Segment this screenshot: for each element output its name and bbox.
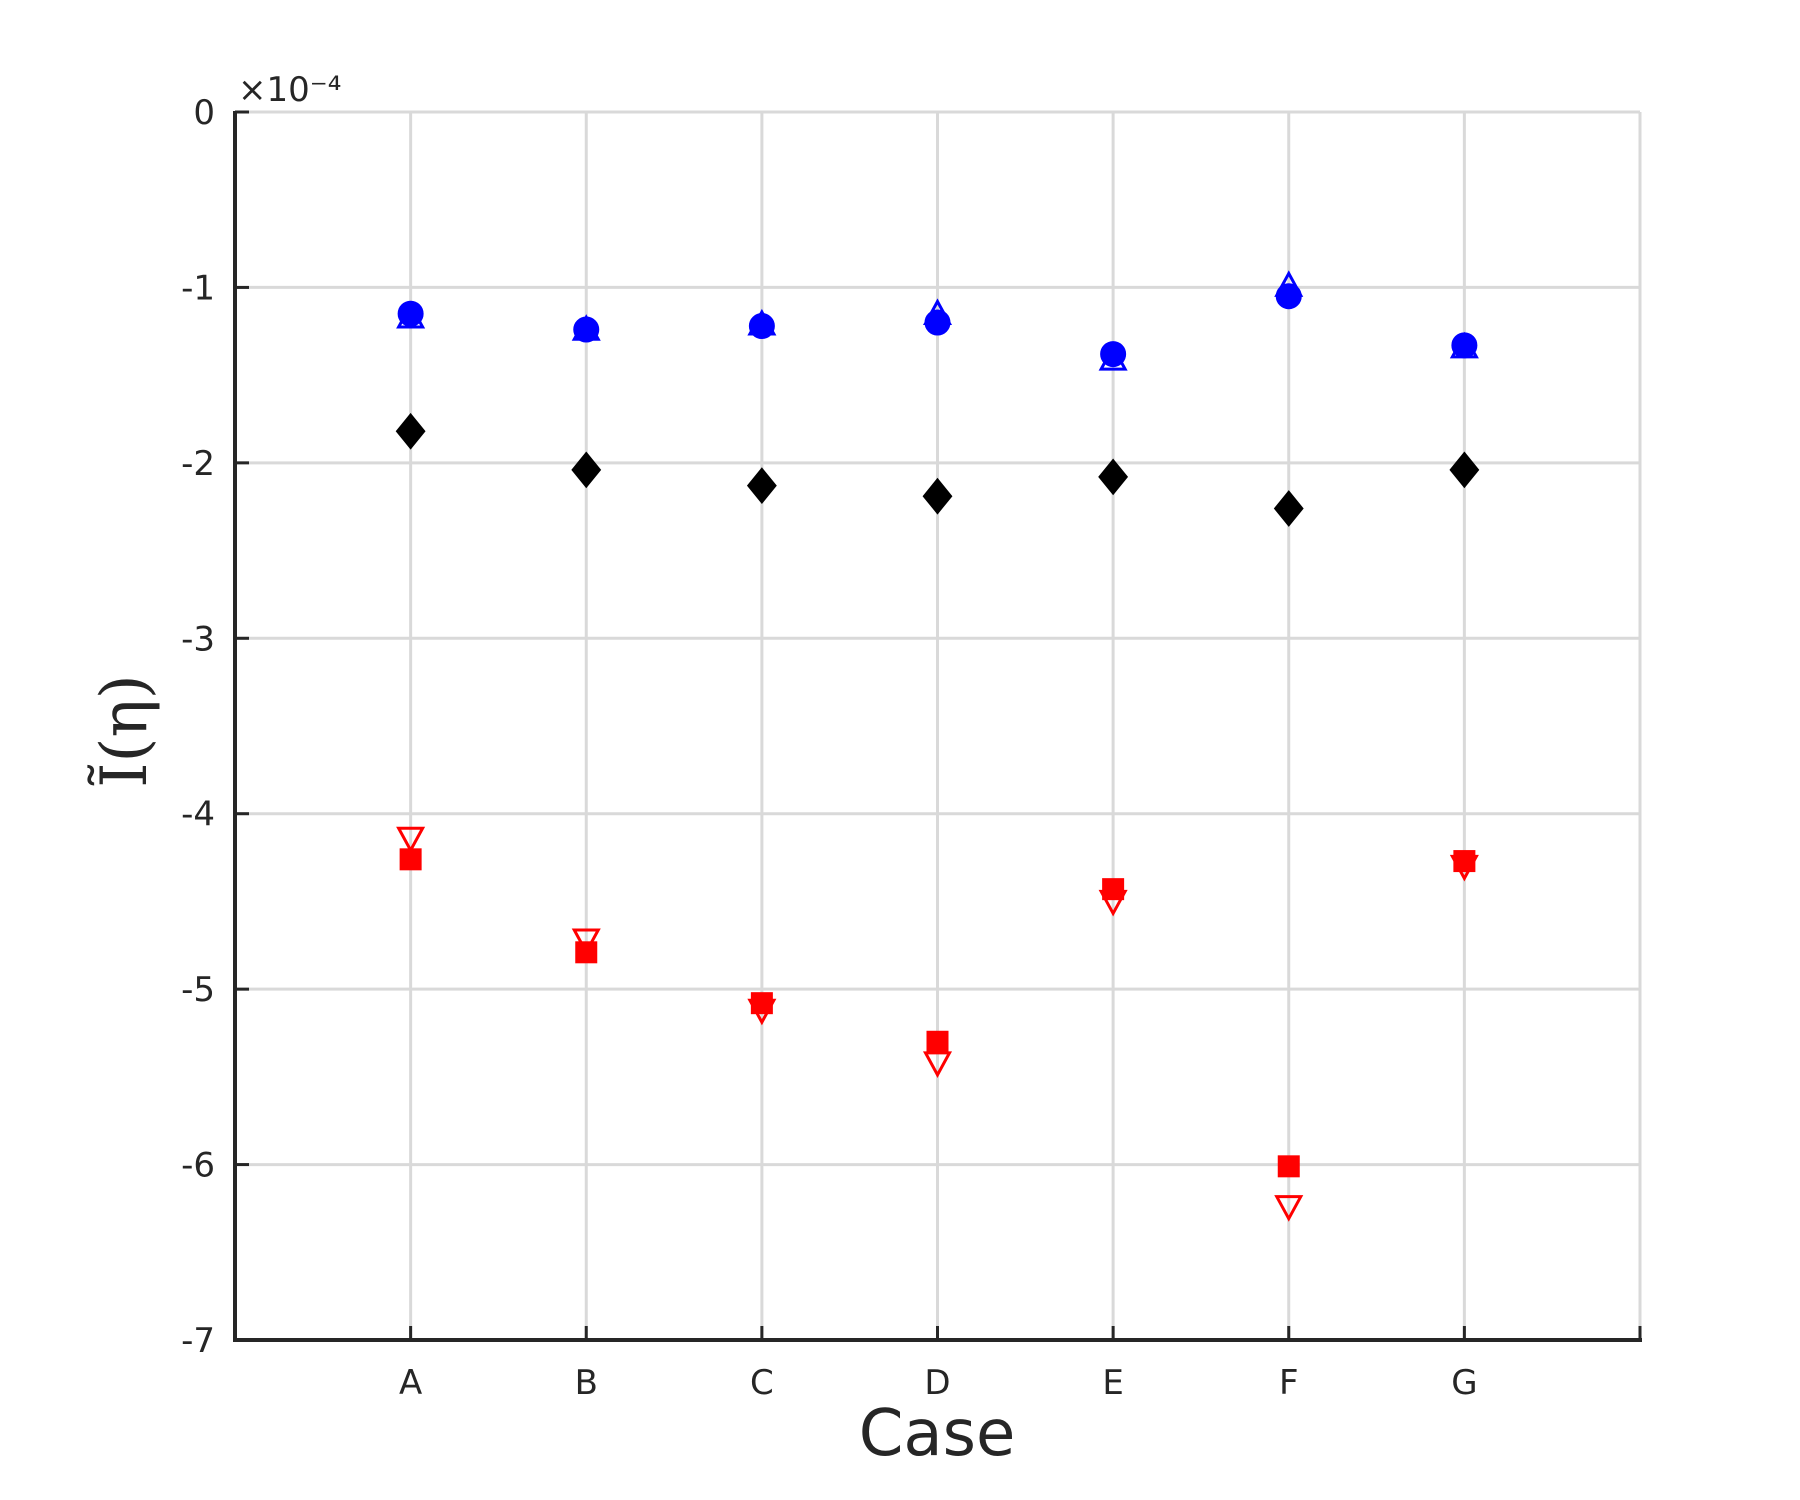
data-point-triangle-up xyxy=(1274,270,1304,297)
data-point-triangle-up xyxy=(1098,343,1128,371)
y-tick-labels: 0 -1 -2 -3 -4 -5 -6 -7 xyxy=(181,93,215,1361)
data-point-triangle-up xyxy=(571,314,601,341)
x-tick-label: C xyxy=(750,1363,774,1403)
y-tick-label: -5 xyxy=(181,970,215,1010)
y-axis-label: Ĩ(η) xyxy=(87,674,162,788)
y-tick-label: -1 xyxy=(181,268,215,308)
data-point-diamond xyxy=(1449,451,1480,489)
data-point-diamond xyxy=(1098,458,1129,496)
data-point-square xyxy=(926,1030,949,1053)
data-point-triangle-up xyxy=(396,301,426,329)
data-point-triangle-up xyxy=(922,298,953,325)
data-point-diamond xyxy=(395,412,426,450)
data-marks xyxy=(395,270,1480,1222)
y-tick-label: -7 xyxy=(181,1321,215,1361)
y-tick-label: 0 xyxy=(193,93,215,133)
data-point-triangle-down xyxy=(922,1051,953,1078)
data-point-square xyxy=(1102,878,1125,901)
grid-lines xyxy=(233,110,1642,1342)
data-point-diamond xyxy=(746,467,777,505)
data-point-diamond xyxy=(571,451,602,489)
x-tick-label: G xyxy=(1451,1363,1477,1403)
data-point-triangle-down xyxy=(1449,854,1479,882)
data-point-triangle-down xyxy=(747,998,777,1026)
data-point-triangle-up xyxy=(747,308,777,336)
x-tick-label: D xyxy=(924,1363,950,1403)
x-tick-label: A xyxy=(399,1363,422,1403)
x-axis-label: Case xyxy=(859,1397,1016,1471)
data-point-diamond xyxy=(922,477,953,515)
x-tick-labels: A B C D E F G xyxy=(399,1363,1478,1403)
x-tick-label: B xyxy=(575,1363,598,1403)
data-point-diamond xyxy=(1273,490,1304,527)
y-tick-label: -2 xyxy=(181,444,215,484)
data-point-triangle-down xyxy=(571,928,601,956)
data-point-triangle-down xyxy=(1098,889,1128,917)
axes xyxy=(233,110,1642,1342)
x-tick-label: F xyxy=(1279,1363,1299,1403)
y-tick-label: -6 xyxy=(181,1146,215,1186)
data-point-triangle-down xyxy=(1274,1195,1304,1222)
y-tick-label: -4 xyxy=(181,795,215,835)
data-point-triangle-up xyxy=(1449,331,1479,359)
data-point-square xyxy=(1277,1155,1300,1178)
x-tick-label: E xyxy=(1102,1363,1123,1403)
y-exponent-label: ×10⁻⁴ xyxy=(238,70,341,110)
data-point-triangle-down xyxy=(396,826,426,854)
y-tick-label: -3 xyxy=(181,619,215,659)
